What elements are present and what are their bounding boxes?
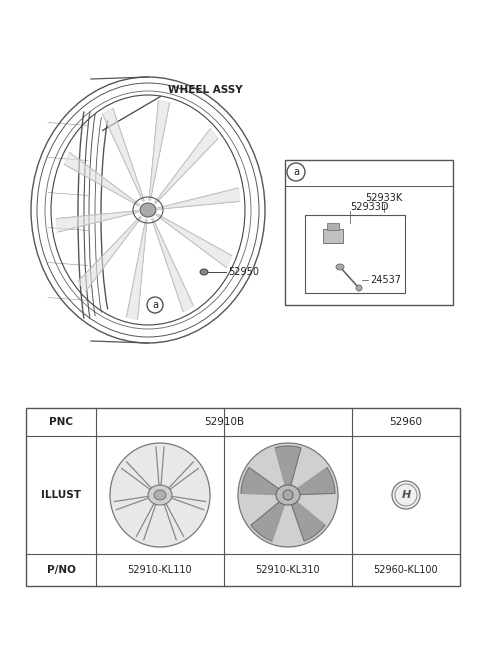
Polygon shape xyxy=(296,468,335,495)
Polygon shape xyxy=(158,188,240,209)
Ellipse shape xyxy=(200,269,208,275)
Text: P/NO: P/NO xyxy=(47,565,75,575)
Polygon shape xyxy=(156,214,232,267)
Text: PNC: PNC xyxy=(49,417,73,427)
Text: 52960: 52960 xyxy=(389,417,422,427)
Text: a: a xyxy=(293,167,299,177)
Text: H: H xyxy=(401,491,410,501)
Text: a: a xyxy=(152,300,158,310)
Text: 52933D: 52933D xyxy=(350,202,388,212)
Polygon shape xyxy=(103,108,144,201)
Ellipse shape xyxy=(154,490,166,500)
Bar xyxy=(26,408,460,586)
Ellipse shape xyxy=(148,485,172,505)
Ellipse shape xyxy=(356,285,362,291)
Bar xyxy=(285,160,453,305)
Ellipse shape xyxy=(336,264,344,270)
Polygon shape xyxy=(251,501,285,541)
Text: ILLUST: ILLUST xyxy=(41,490,81,500)
Bar xyxy=(327,223,339,230)
Polygon shape xyxy=(149,101,169,200)
Bar xyxy=(323,229,343,243)
Text: 24537: 24537 xyxy=(370,275,401,285)
Circle shape xyxy=(147,297,163,313)
Text: 52910B: 52910B xyxy=(204,417,244,427)
Ellipse shape xyxy=(110,443,210,547)
Ellipse shape xyxy=(276,485,300,505)
Text: 52910-KL310: 52910-KL310 xyxy=(256,565,320,575)
Ellipse shape xyxy=(238,443,338,547)
Polygon shape xyxy=(78,217,141,291)
Circle shape xyxy=(287,163,305,181)
Polygon shape xyxy=(275,446,301,486)
Text: 52933K: 52933K xyxy=(365,193,403,203)
Bar xyxy=(305,215,405,293)
Text: 52950: 52950 xyxy=(228,267,259,277)
Polygon shape xyxy=(56,211,138,232)
Polygon shape xyxy=(127,219,147,319)
Polygon shape xyxy=(291,501,325,541)
Text: 52910-KL110: 52910-KL110 xyxy=(128,565,192,575)
Polygon shape xyxy=(155,129,218,204)
Text: 52960-KL100: 52960-KL100 xyxy=(374,565,438,575)
Polygon shape xyxy=(241,468,280,495)
Ellipse shape xyxy=(140,203,156,217)
Ellipse shape xyxy=(283,490,293,500)
Polygon shape xyxy=(64,152,140,206)
Text: WHEEL ASSY: WHEEL ASSY xyxy=(168,85,242,95)
Polygon shape xyxy=(152,219,193,311)
Ellipse shape xyxy=(392,481,420,509)
